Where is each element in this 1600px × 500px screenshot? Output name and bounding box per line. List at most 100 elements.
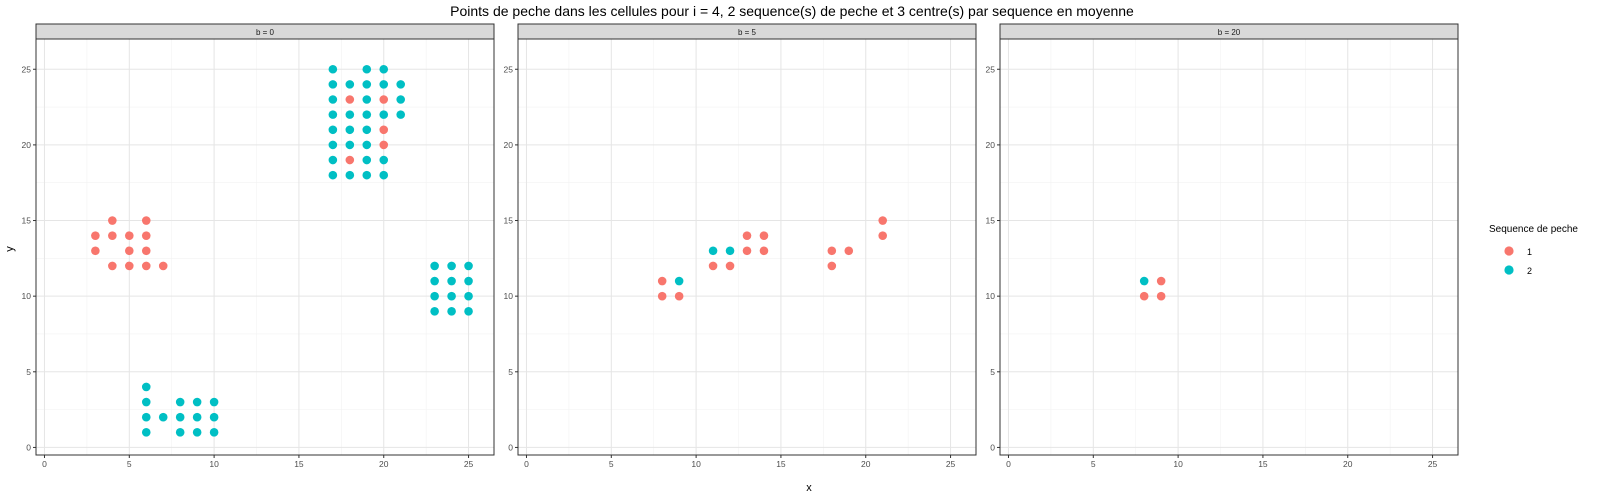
point-seq-1: [379, 95, 389, 104]
point-seq-1: [141, 216, 151, 225]
x-tick-label: 10: [1173, 459, 1183, 469]
point-seq-2: [328, 95, 338, 104]
legend-label-1: 1: [1527, 247, 1532, 257]
y-tick-label: 20: [986, 140, 996, 150]
point-seq-2: [362, 64, 372, 74]
point-seq-1: [742, 246, 752, 256]
point-seq-1: [141, 231, 151, 240]
point-seq-1: [742, 231, 752, 240]
point-seq-2: [362, 155, 372, 165]
point-seq-1: [158, 261, 168, 271]
y-tick-label: 10: [986, 291, 996, 301]
point-seq-2: [175, 412, 185, 422]
point-seq-1: [108, 261, 117, 271]
point-seq-2: [447, 291, 456, 301]
y-tick-label: 25: [22, 64, 32, 74]
x-tick-label: 10: [691, 459, 701, 469]
point-seq-2: [430, 276, 439, 286]
x-tick-label: 5: [127, 459, 132, 469]
point-seq-2: [674, 276, 684, 286]
point-seq-1: [878, 231, 888, 240]
point-seq-2: [396, 95, 406, 104]
y-tick-label: 0: [26, 442, 31, 452]
point-seq-1: [657, 276, 667, 286]
y-tick-label: 15: [986, 216, 996, 226]
point-seq-1: [708, 261, 718, 271]
point-seq-2: [447, 306, 456, 316]
x-tick-label: 15: [294, 459, 304, 469]
x-axis-title: x: [806, 482, 812, 494]
point-seq-1: [345, 95, 355, 104]
point-seq-1: [124, 231, 134, 240]
point-seq-1: [141, 261, 151, 271]
x-tick-label: 20: [1343, 459, 1353, 469]
point-seq-2: [141, 412, 151, 422]
point-seq-2: [430, 291, 439, 301]
y-tick-label: 10: [22, 291, 32, 301]
point-seq-2: [379, 64, 389, 74]
point-seq-2: [345, 125, 355, 135]
point-seq-1: [1139, 291, 1149, 301]
point-seq-2: [192, 412, 202, 422]
y-tick-label: 0: [508, 442, 513, 452]
point-seq-2: [175, 428, 185, 437]
point-seq-2: [328, 125, 338, 135]
y-tick-label: 20: [504, 140, 514, 150]
legend: Sequence de peche 1 2: [1489, 224, 1578, 276]
x-tick-label: 0: [1006, 459, 1011, 469]
x-tick-label: 15: [776, 459, 786, 469]
point-seq-1: [674, 291, 684, 301]
y-axis-title: y: [4, 246, 16, 252]
legend-title: Sequence de peche: [1489, 224, 1578, 235]
point-seq-2: [362, 80, 372, 89]
point-seq-2: [158, 412, 168, 422]
point-seq-2: [362, 110, 372, 119]
point-seq-2: [192, 428, 202, 437]
panel-2: b = 5 0 5 10 15 20 25 0 5 10 15 20 25: [504, 23, 977, 469]
point-seq-2: [141, 382, 151, 392]
point-seq-2: [362, 95, 372, 104]
y-tick-label: 5: [990, 367, 995, 377]
point-seq-2: [362, 170, 372, 180]
y-tick-label: 25: [504, 64, 514, 74]
point-seq-2: [141, 397, 151, 407]
point-seq-1: [124, 246, 134, 256]
point-seq-2: [345, 170, 355, 180]
legend-key-2: [1504, 265, 1514, 275]
y-tick-label: 25: [986, 64, 996, 74]
point-seq-2: [396, 80, 406, 89]
point-seq-1: [844, 246, 854, 256]
point-seq-1: [827, 261, 837, 271]
point-seq-1: [108, 216, 117, 225]
point-seq-2: [328, 80, 338, 89]
x-tick-label: 25: [946, 459, 956, 469]
x-tick-label: 25: [464, 459, 474, 469]
point-seq-1: [759, 246, 769, 256]
y-tick-label: 5: [508, 367, 513, 377]
facet-strip: [517, 23, 977, 40]
y-tick-label: 15: [504, 216, 514, 226]
x-tick-label: 10: [209, 459, 219, 469]
point-seq-2: [328, 64, 338, 74]
panel-3: b = 20 0 5 10 15 20 25 0 5 10 15 20 25: [986, 23, 1459, 469]
x-tick-label: 5: [1091, 459, 1096, 469]
y-tick-label: 5: [26, 367, 31, 377]
facet-strip-label: b = 20: [1218, 28, 1241, 37]
x-tick-label: 0: [42, 459, 47, 469]
x-tick-label: 5: [609, 459, 614, 469]
point-seq-2: [379, 170, 389, 180]
point-seq-1: [345, 155, 355, 165]
point-seq-2: [379, 80, 389, 89]
point-seq-2: [379, 155, 389, 165]
point-seq-1: [878, 216, 888, 225]
y-tick-label: 15: [22, 216, 32, 226]
point-seq-2: [447, 261, 456, 271]
point-seq-1: [827, 246, 837, 256]
point-seq-1: [91, 246, 100, 256]
point-seq-2: [328, 170, 338, 180]
x-tick-label: 20: [861, 459, 871, 469]
point-seq-2: [362, 140, 372, 150]
point-seq-2: [175, 397, 185, 407]
point-seq-2: [430, 306, 439, 316]
